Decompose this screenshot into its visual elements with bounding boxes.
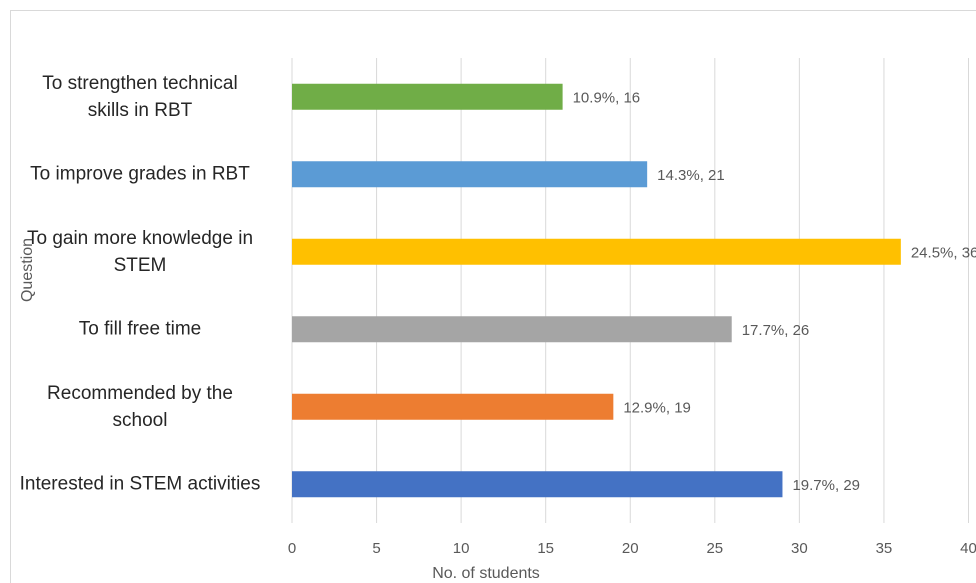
y-tick-label: Recommended by the school — [47, 382, 233, 431]
x-tick-label: 40 — [960, 540, 976, 557]
data-label: 12.9%, 19 — [623, 400, 691, 417]
data-label: 14.3%, 21 — [657, 167, 725, 184]
x-tick-label: 25 — [706, 540, 723, 557]
x-axis-label: No. of students — [432, 565, 540, 582]
bar — [292, 316, 732, 343]
y-tick-label: To strengthen technical skills in RBT — [42, 72, 238, 121]
bar — [292, 393, 614, 420]
bar — [292, 471, 783, 498]
y-tick-label: Interested in STEM activities — [19, 473, 261, 495]
bar — [292, 83, 563, 110]
x-tick-label: 35 — [876, 540, 893, 557]
x-tick-label: 30 — [791, 540, 808, 557]
data-label: 19.7%, 29 — [792, 477, 860, 494]
x-tick-label: 10 — [453, 540, 470, 557]
x-tick-label: 0 — [288, 540, 296, 557]
data-label: 24.5%, 36 — [911, 245, 976, 262]
data-label: 17.7%, 26 — [742, 322, 810, 339]
y-tick-label: To fill free time — [78, 318, 202, 340]
y-tick-label: To improve grades in RBT — [30, 163, 250, 185]
bar — [292, 238, 901, 265]
y-axis-label: Question — [19, 238, 36, 302]
y-tick-label: To gain more knowledge in STEM — [26, 227, 254, 276]
x-tick-label: 20 — [622, 540, 639, 557]
chart-border — [10, 10, 976, 583]
bar — [292, 161, 648, 188]
x-tick-label: 5 — [372, 540, 380, 557]
x-tick-label: 15 — [537, 540, 554, 557]
data-label: 10.9%, 16 — [573, 90, 641, 107]
